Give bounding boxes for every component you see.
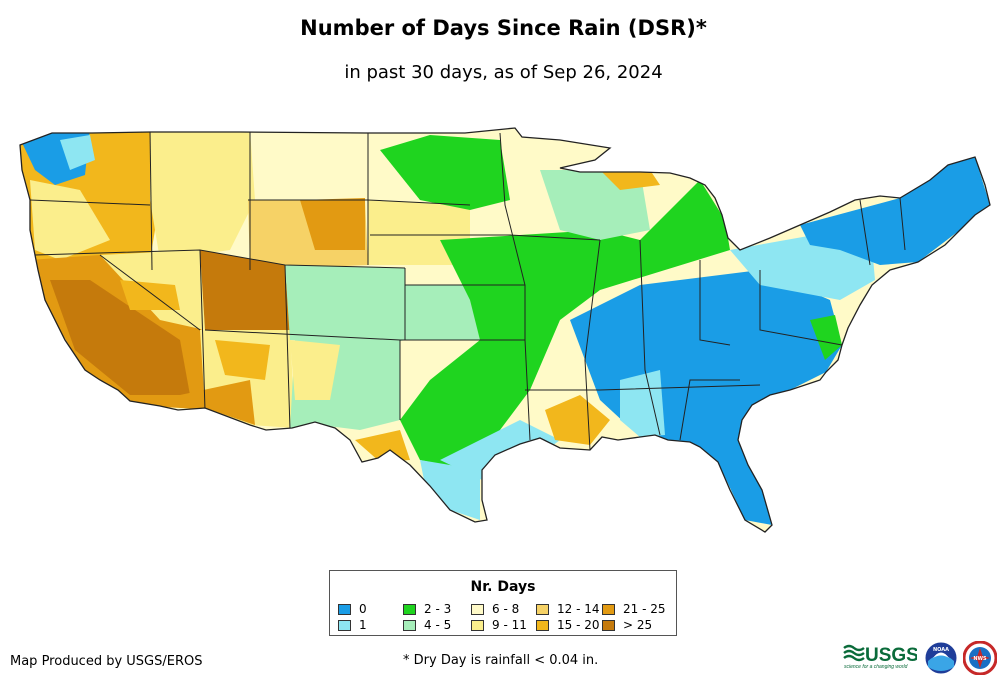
legend-swatch [471, 604, 484, 615]
border-ca-nv [99, 254, 201, 331]
border-pa-va [759, 270, 843, 346]
nws-logo-text: NWS [973, 656, 987, 662]
state-boundaries [29, 129, 906, 451]
legend: Nr. Days 0 1 2 - 3 4 - 5 6 - 8 9 - 11 12… [329, 570, 677, 636]
legend-swatch [471, 620, 484, 631]
border-vt-nh [899, 197, 906, 251]
noaa-logo-text: NOAA [933, 647, 949, 653]
region-wa-1 [60, 135, 95, 170]
dry-day-footnote: * Dry Day is rainfall < 0.04 in. [403, 653, 599, 668]
region-utah-over-25 [200, 250, 290, 330]
border-latitude-35 [525, 384, 761, 391]
legend-swatch [403, 620, 416, 631]
legend-title: Nr. Days [470, 579, 536, 595]
region-delmarva-2-3 [810, 315, 842, 360]
usgs-tagline: science for a changing world [844, 664, 908, 670]
region-alabama-1 [620, 370, 665, 437]
usgs-logo-text: USGS [865, 645, 917, 666]
border-mississippi [584, 239, 601, 451]
region-az-15-20 [215, 340, 270, 380]
region-nm-9-11 [290, 340, 340, 400]
legend-item: 1 [338, 618, 367, 632]
legend-label: 1 [359, 618, 367, 632]
border-wa-or [29, 199, 151, 206]
legend-item: 2 - 3 [403, 602, 451, 616]
noaa-logo: NOAA [924, 641, 958, 675]
region-oregon-9-11 [30, 180, 110, 260]
border-latitude-42 [34, 249, 406, 269]
region-colorado-4-5 [285, 265, 405, 345]
region-az-21-25 [180, 380, 255, 425]
legend-label: 15 - 20 [557, 618, 600, 632]
region-upper-mi-15-20 [600, 170, 660, 190]
region-idaho-9-11 [150, 130, 255, 260]
legend-swatch [338, 620, 351, 631]
legend-label: 0 [359, 602, 367, 616]
legend-item: 0 [338, 602, 367, 616]
region-southeast-0 [570, 270, 842, 525]
legend-label: 6 - 8 [492, 602, 520, 616]
legend-item: 21 - 25 [602, 602, 666, 616]
legend-swatch [602, 620, 615, 631]
region-socal-over-25 [50, 280, 190, 395]
legend-swatch [338, 604, 351, 615]
border-sd-ne [370, 234, 601, 241]
region-dakota-2-3 [380, 135, 510, 210]
legend-swatch [602, 604, 615, 615]
border-id-or [149, 129, 153, 271]
noaa-gull-icon [933, 652, 949, 658]
legend-label: 9 - 11 [492, 618, 527, 632]
border-plains-east [499, 132, 531, 441]
legend-item: > 25 [602, 618, 652, 632]
legend-item: 15 - 20 [536, 618, 600, 632]
border-oh-wv [699, 260, 731, 346]
map-title: Number of Days Since Rain (DSR)* [300, 16, 707, 40]
legend-swatch [536, 604, 549, 615]
legend-item: 4 - 5 [403, 618, 451, 632]
legend-label: 2 - 3 [424, 602, 452, 616]
legend-label: 4 - 5 [424, 618, 452, 632]
region-northeast-0 [800, 157, 990, 265]
legend-label: 21 - 25 [623, 602, 666, 616]
region-nv-15-20 [120, 280, 180, 310]
legend-label: 12 - 14 [557, 602, 600, 616]
border-ut-co-az-nm [284, 264, 291, 431]
nws-logo: NWS [963, 641, 997, 675]
legend-swatch [403, 604, 416, 615]
usgs-logo: USGS science for a changing world [843, 644, 917, 670]
map-credit: Map Produced by USGS/EROS [10, 654, 203, 669]
border-in-oh [639, 239, 661, 436]
region-midwest-2-3 [400, 180, 730, 470]
region-ms-15-20 [545, 395, 610, 445]
border-nv-ut [199, 249, 206, 411]
border-ga-sc [679, 379, 740, 441]
nws-star-icon [970, 648, 990, 668]
border-ny-new-england [859, 199, 871, 266]
legend-item: 12 - 14 [536, 602, 600, 616]
noaa-bird-icon [928, 655, 954, 671]
legend-label: > 25 [623, 618, 653, 632]
region-texas-coast-1 [420, 460, 480, 520]
region-wy-21-25 [300, 198, 365, 250]
usgs-wave-icon [843, 644, 865, 662]
legend-swatch [536, 620, 549, 631]
legend-item: 6 - 8 [471, 602, 519, 616]
map-subtitle: in past 30 days, as of Sep 26, 2024 [344, 62, 663, 83]
legend-item: 9 - 11 [471, 618, 527, 632]
